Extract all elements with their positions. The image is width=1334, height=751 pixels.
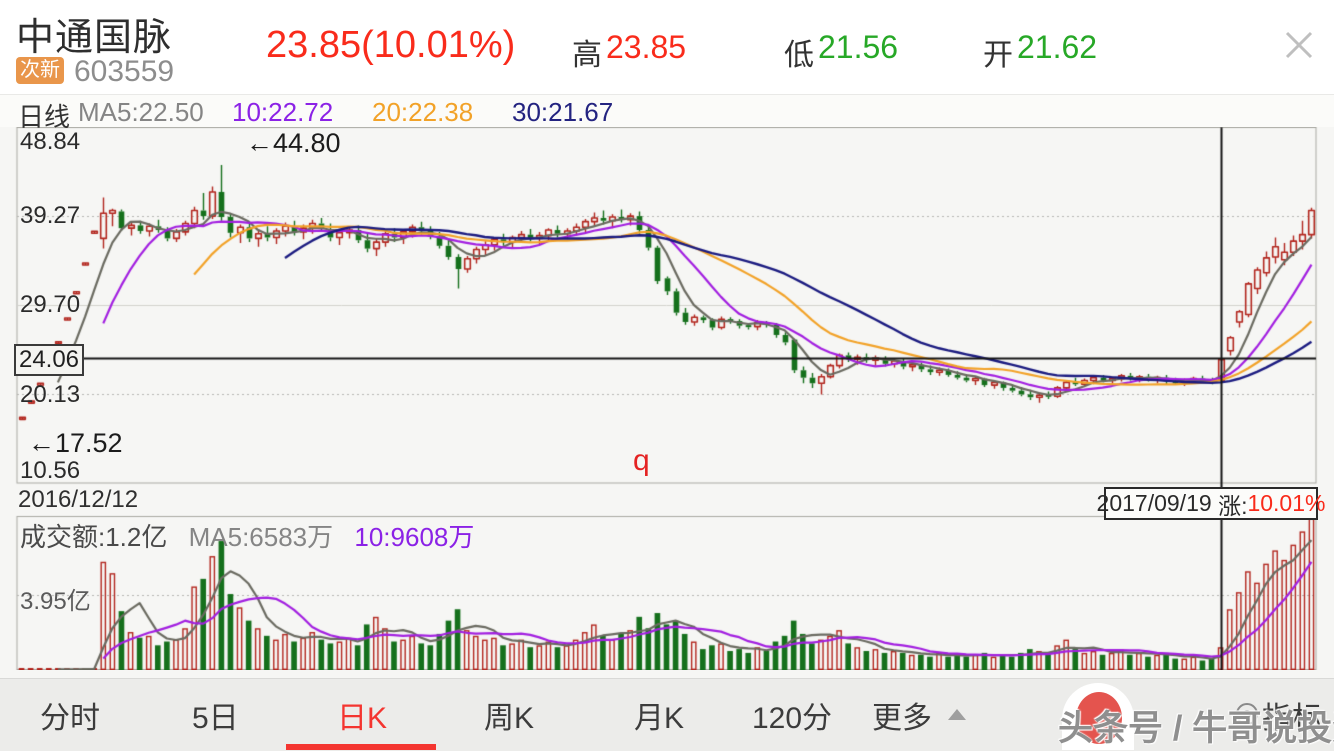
stock-code: 603559 <box>74 55 175 88</box>
volume-ma10-legend: 10:9608万 <box>354 522 475 552</box>
volume-amount: 成交额:1.2亿 <box>20 522 168 552</box>
period-label: 日线 <box>18 102 71 132</box>
crosshair-date-box: 2017/09/19 涨: 10.01% <box>1097 487 1325 520</box>
low-point-annotation: ←17.52 <box>28 428 123 458</box>
ma20-legend: 20:22.38 <box>372 97 474 127</box>
ma10-legend: 10:22.72 <box>232 97 334 127</box>
tab-weekly-k[interactable]: 周K <box>484 702 535 735</box>
header-bar: 中通国脉 次新 603559 23.85(10.01%) 高 23.85 低 2… <box>0 0 1334 95</box>
open-value: 21.62 <box>1017 29 1098 65</box>
ma5-legend: MA5:22.50 <box>78 97 204 127</box>
y-axis-label-q3: 39.27 <box>20 202 81 229</box>
low-label: 低 <box>784 39 814 72</box>
tab-indicator[interactable]: 指标 <box>1262 702 1322 735</box>
change-percent: (10.01%) <box>361 24 516 66</box>
low-value: 21.56 <box>818 29 899 65</box>
stock-name: 中通国脉 <box>16 17 173 59</box>
volume-gridline-label: 3.95亿 <box>20 588 91 615</box>
toutiao-logo-icon <box>1076 692 1122 744</box>
y-axis-label-bottom: 10.56 <box>20 457 81 484</box>
open-label: 开 <box>983 39 1013 72</box>
tab-120min[interactable]: 120分 <box>752 702 833 735</box>
volume-ma5-legend: MA5:6583万 <box>188 522 334 552</box>
new-stock-badge: 次新 <box>16 57 64 84</box>
y-axis-label-q1: 20.13 <box>20 381 81 408</box>
high-point-annotation: ←44.80 <box>246 128 341 158</box>
selected-tab-underline <box>286 744 436 750</box>
tab-5day[interactable]: 5日 <box>192 702 239 735</box>
tab-daily-k[interactable]: 日K <box>337 702 388 735</box>
target-circle-icon <box>1236 703 1258 725</box>
tab-monthly-k[interactable]: 月K <box>634 702 685 735</box>
high-label: 高 <box>572 39 602 72</box>
close-icon[interactable] <box>1280 26 1318 64</box>
tab-more[interactable]: 更多 <box>872 702 932 735</box>
kline-chart-canvas[interactable] <box>0 127 1334 670</box>
current-price: 23.85 <box>266 24 362 66</box>
x-axis-start-date: 2016/12/12 <box>18 486 139 513</box>
up-triangle-icon <box>948 709 966 720</box>
watermark-text: 头条号 / 牛哥说投资 <box>1058 709 1334 748</box>
stray-input-char: q <box>633 444 650 477</box>
crosshair-date: 2017/09/19 <box>1096 490 1212 516</box>
crosshair-change-label: 涨: <box>1218 492 1248 519</box>
y-axis-label-top: 48.84 <box>20 128 81 155</box>
crosshair-price-box: 24.06 <box>14 344 84 376</box>
crosshair-change-pct: 10.01% <box>1247 490 1326 516</box>
current-price-and-change: 23.85(10.01%) <box>266 24 515 67</box>
volume-legend-row: 成交额:1.2亿 MA5:6583万 10:9608万 <box>20 517 474 554</box>
ma30-legend: 30:21.67 <box>512 97 614 127</box>
ma-legend-row: 日线 MA5:22.50 10:22.72 20:22.38 30:21.67 <box>0 95 1334 132</box>
y-axis-label-mid: 29.70 <box>20 291 81 318</box>
tab-minute[interactable]: 分时 <box>40 702 100 735</box>
high-value: 23.85 <box>606 29 687 65</box>
